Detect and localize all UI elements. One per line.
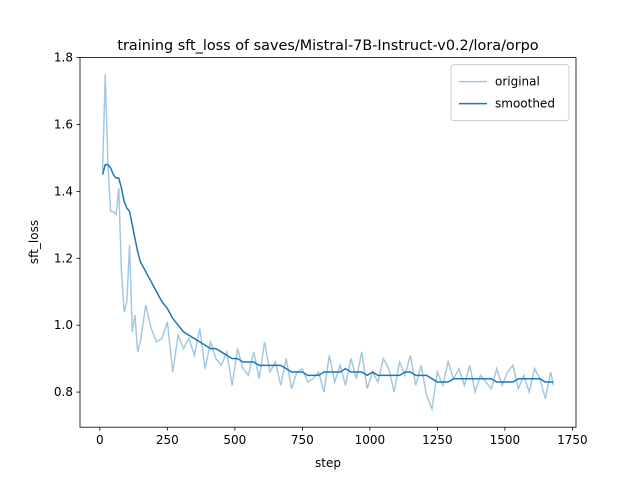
legend: original smoothed	[450, 64, 570, 122]
x-tick-label: 250	[156, 433, 179, 447]
x-tick-label: 750	[291, 433, 314, 447]
y-tick-label: 1.4	[54, 184, 73, 198]
line-series	[101, 74, 555, 412]
x-tick-label: 1250	[422, 433, 453, 447]
x-tick-label: 1000	[355, 433, 386, 447]
y-tick-label: 1.6	[54, 117, 73, 131]
x-axis-label: step	[315, 456, 341, 470]
x-tick-label: 1750	[557, 433, 588, 447]
x-tick-label: 1500	[490, 433, 521, 447]
line-series	[101, 163, 554, 383]
chart-title: training sft_loss of saves/Mistral-7B-In…	[117, 38, 538, 54]
legend-label: smoothed	[495, 97, 555, 111]
legend-box	[450, 64, 570, 122]
plot-area: 0 250 500 750 1000 1250 1500 1750 0.8 1.0 1.2 1.4 1.…	[54, 51, 588, 448]
axes-frame	[79, 57, 577, 428]
y-tick-label: 1.2	[54, 251, 73, 265]
y-tick-label: 1.8	[54, 51, 73, 65]
y-tick-label: 0.8	[54, 385, 73, 399]
y-tick-label: 1.0	[54, 318, 73, 332]
legend-label: original	[495, 75, 540, 89]
x-tick-label: 500	[223, 433, 246, 447]
x-tick-label: 0	[96, 433, 104, 447]
y-axis-label: sft_loss	[27, 220, 41, 264]
